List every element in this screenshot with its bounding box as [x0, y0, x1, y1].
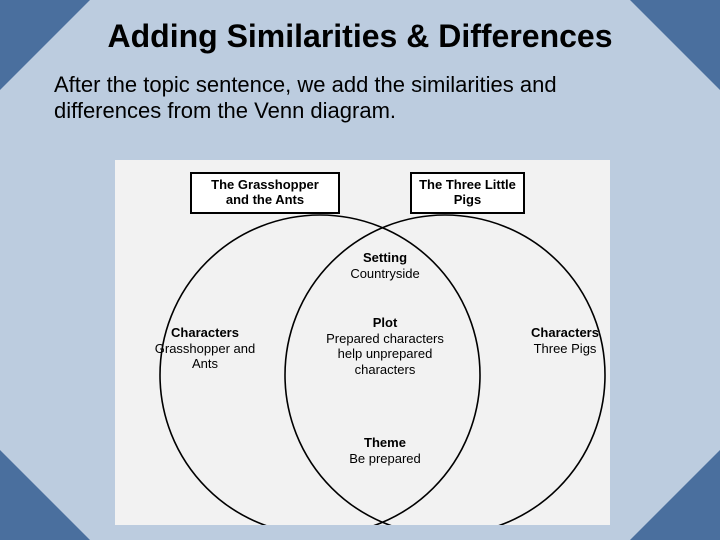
label-heading: Theme	[335, 435, 435, 451]
venn-label-left-characters: Characters Grasshopper and Ants	[150, 325, 260, 372]
corner-bottom-right	[630, 450, 720, 540]
venn-title-right: The Three Little Pigs	[410, 172, 525, 214]
label-heading: Setting	[330, 250, 440, 266]
venn-title-left: The Grasshopper and the Ants	[190, 172, 340, 214]
venn-label-right-characters: Characters Three Pigs	[520, 325, 610, 356]
label-body: Be prepared	[335, 451, 435, 467]
venn-label-theme: Theme Be prepared	[335, 435, 435, 466]
venn-label-setting: Setting Countryside	[330, 250, 440, 281]
slide-heading: Adding Similarities & Differences	[0, 18, 720, 55]
label-body: Prepared characters help unprepared char…	[315, 331, 455, 378]
label-heading: Characters	[150, 325, 260, 341]
label-body: Three Pigs	[520, 341, 610, 357]
venn-diagram: The Grasshopper and the Ants The Three L…	[115, 160, 610, 525]
slide: Adding Similarities & Differences After …	[0, 0, 720, 540]
slide-body-text: After the topic sentence, we add the sim…	[54, 72, 654, 124]
label-heading: Plot	[315, 315, 455, 331]
venn-label-plot: Plot Prepared characters help unprepared…	[315, 315, 455, 377]
label-body: Countryside	[330, 266, 440, 282]
corner-bottom-left	[0, 450, 90, 540]
label-heading: Characters	[520, 325, 610, 341]
label-body: Grasshopper and Ants	[150, 341, 260, 372]
